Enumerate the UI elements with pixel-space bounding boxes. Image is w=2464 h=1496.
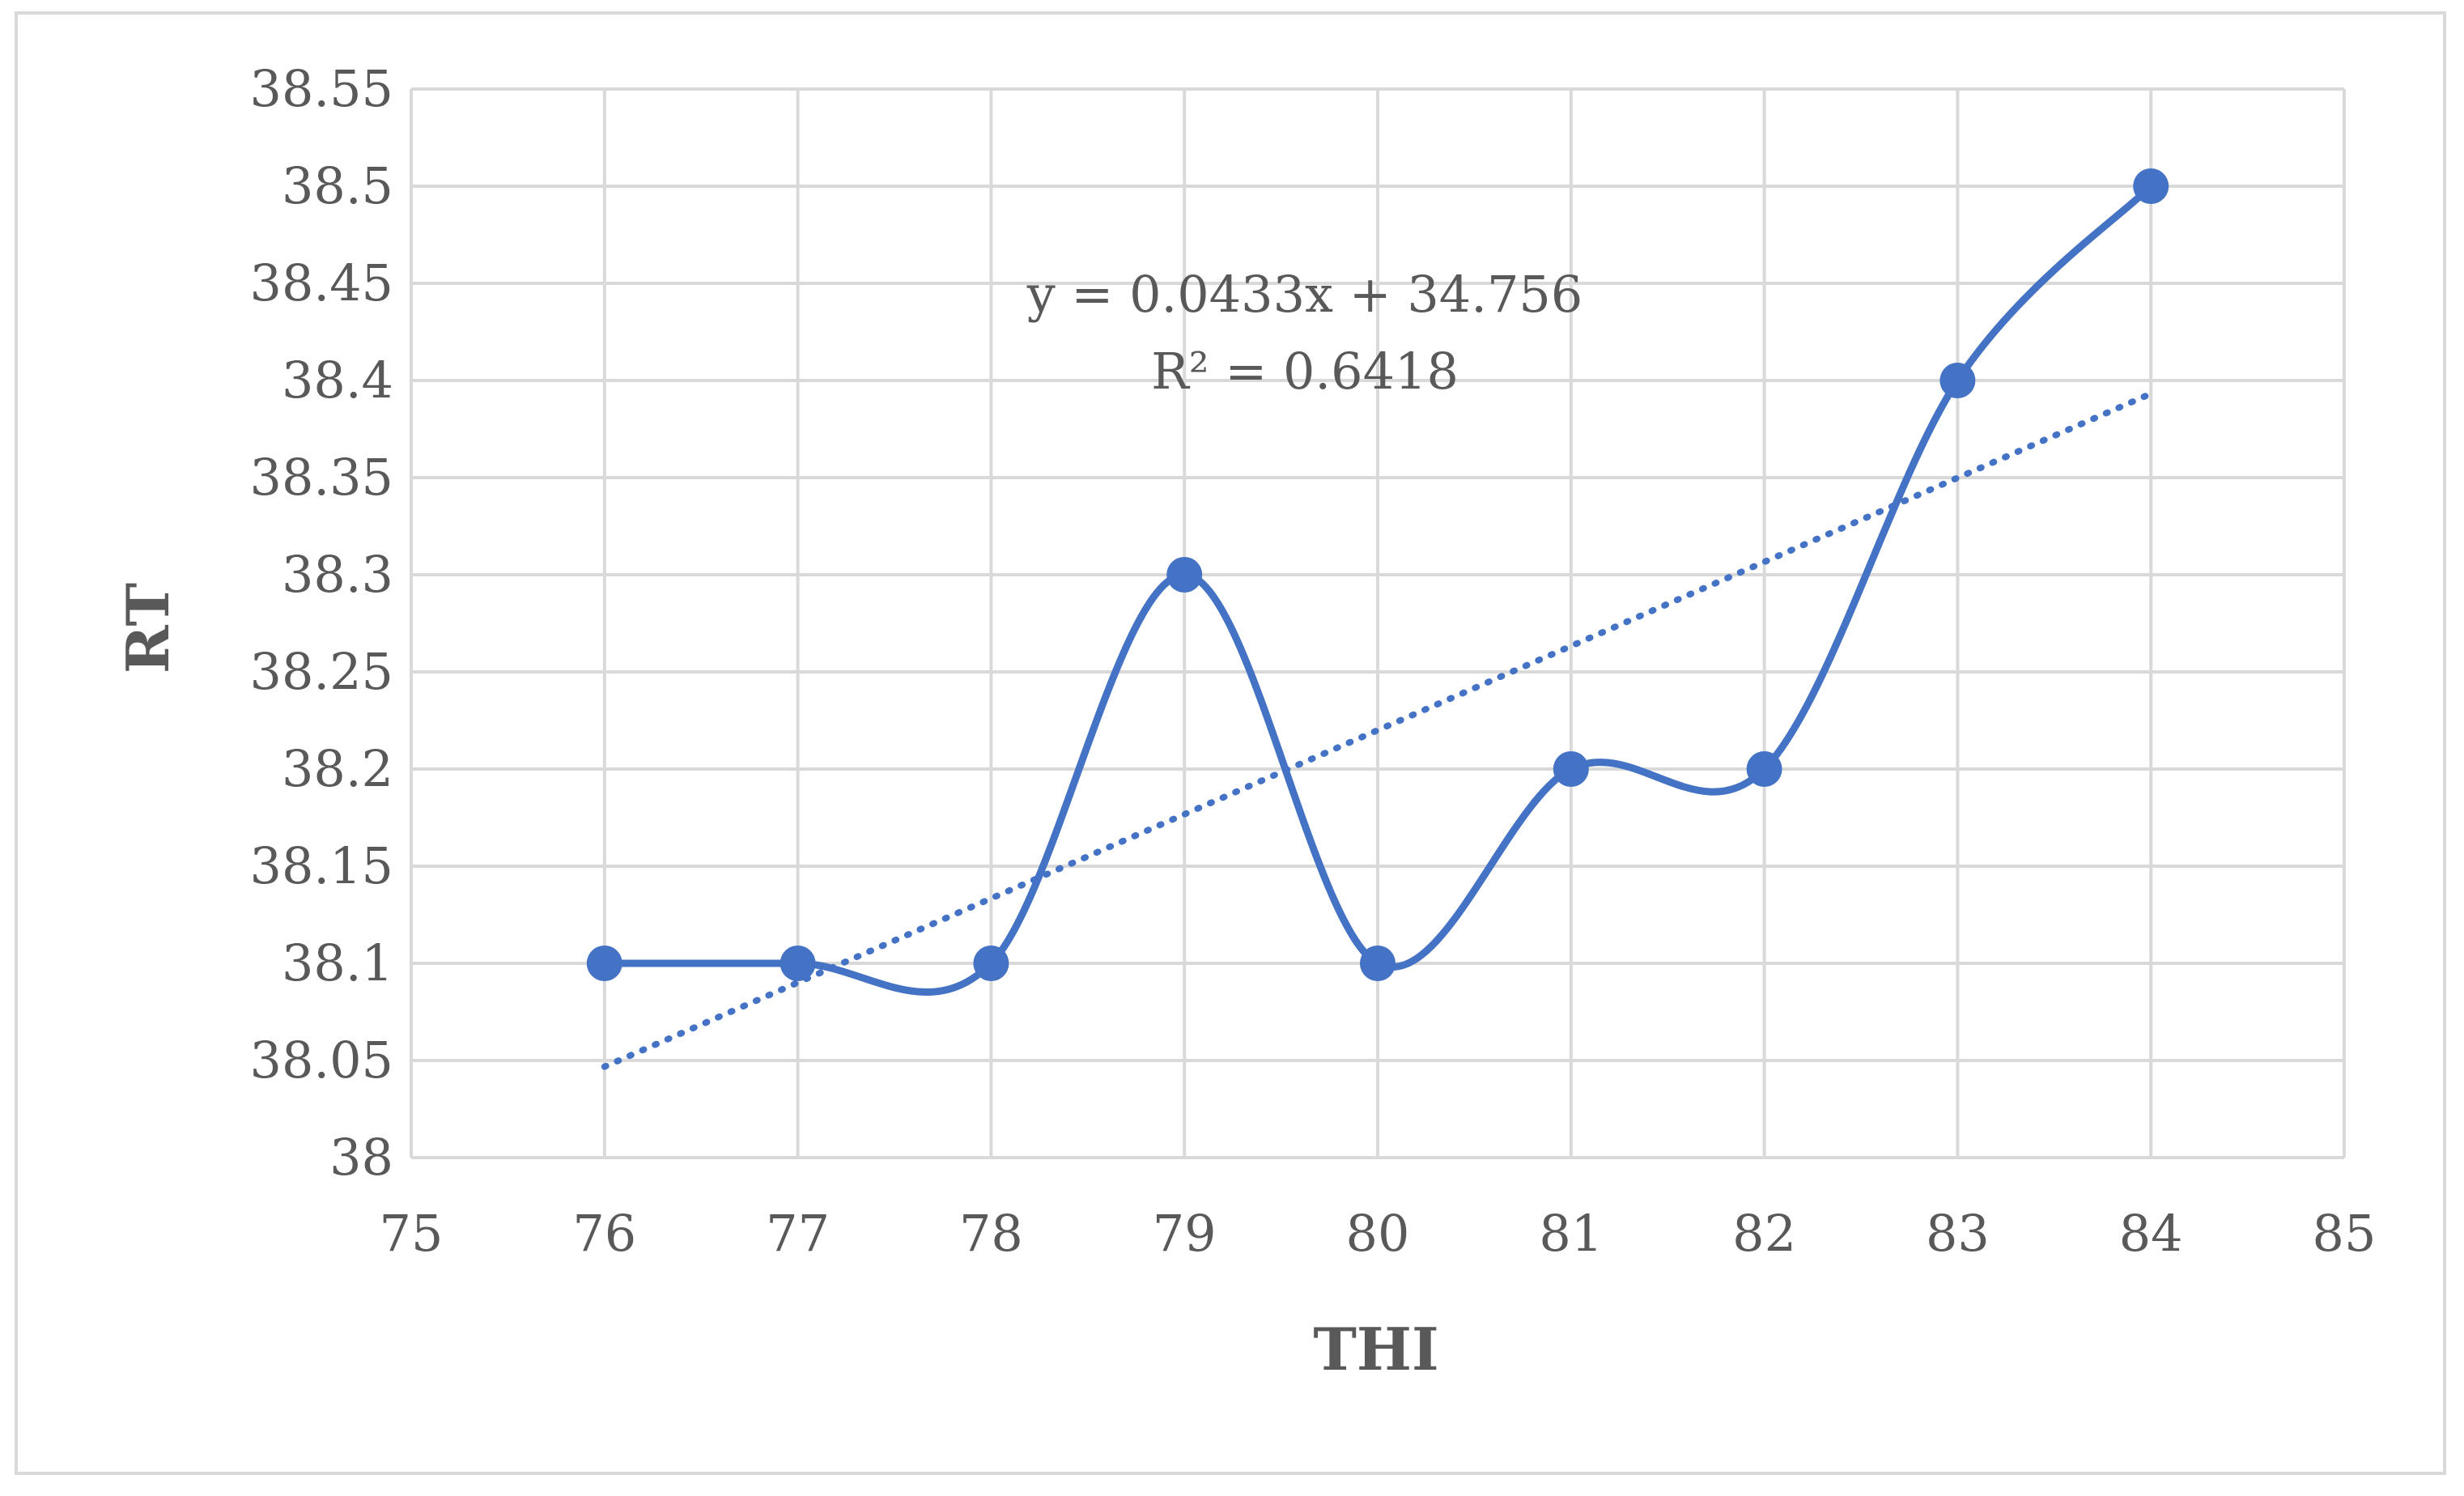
y-tick-label-38.3: 38.3 — [282, 545, 393, 604]
x-tick-label-84: 84 — [2119, 1204, 2183, 1263]
tick-labels: 75 76 77 78 79 80 81 82 83 84 85 38 38.05 38.1 38.15 38… — [250, 59, 2377, 1263]
data-points — [586, 168, 2169, 981]
y-tick-label-38: 38 — [329, 1128, 393, 1187]
x-tick-label-81: 81 — [1539, 1204, 1603, 1263]
y-tick-label-38.5: 38.5 — [282, 156, 393, 215]
y-tick-label-38.2: 38.2 — [282, 739, 393, 798]
y-tick-label-38.55: 38.55 — [250, 59, 394, 118]
x-tick-label-78: 78 — [959, 1204, 1023, 1263]
data-point-81 — [1553, 751, 1589, 787]
data-point-79 — [1166, 557, 1203, 593]
x-tick-label-75: 75 — [380, 1204, 444, 1263]
gridlines — [410, 87, 2346, 1159]
x-tick-label-79: 79 — [1153, 1204, 1217, 1263]
data-point-82 — [1746, 751, 1782, 787]
x-tick-label-85: 85 — [2313, 1204, 2377, 1263]
y-tick-label-38.1: 38.1 — [282, 933, 393, 992]
data-point-84 — [2133, 168, 2169, 204]
data-point-78 — [973, 946, 1009, 981]
y-tick-label-38.45: 38.45 — [250, 253, 394, 312]
y-tick-label-38.05: 38.05 — [250, 1031, 394, 1090]
x-axis-title: THI — [1313, 1315, 1438, 1383]
x-tick-label-80: 80 — [1346, 1204, 1410, 1263]
x-tick-label-77: 77 — [766, 1204, 830, 1263]
y-tick-label-38.15: 38.15 — [250, 836, 394, 895]
x-tick-label-76: 76 — [572, 1204, 636, 1263]
data-point-77 — [780, 946, 816, 981]
r-squared-label: R² = 0.6418 — [1151, 342, 1459, 401]
y-axis-title: RT — [113, 583, 182, 674]
data-point-83 — [1939, 363, 1976, 398]
y-tick-label-38.35: 38.35 — [250, 448, 394, 507]
chart-frame — [15, 11, 2446, 1475]
y-tick-label-38.4: 38.4 — [282, 351, 393, 410]
y-tick-label-38.25: 38.25 — [250, 642, 394, 701]
data-point-80 — [1360, 946, 1396, 981]
data-point-76 — [586, 946, 622, 981]
trendline-equation: y = 0.0433x + 34.756 — [1026, 265, 1583, 324]
x-tick-label-82: 82 — [1732, 1204, 1796, 1263]
x-tick-label-83: 83 — [1926, 1204, 1990, 1263]
